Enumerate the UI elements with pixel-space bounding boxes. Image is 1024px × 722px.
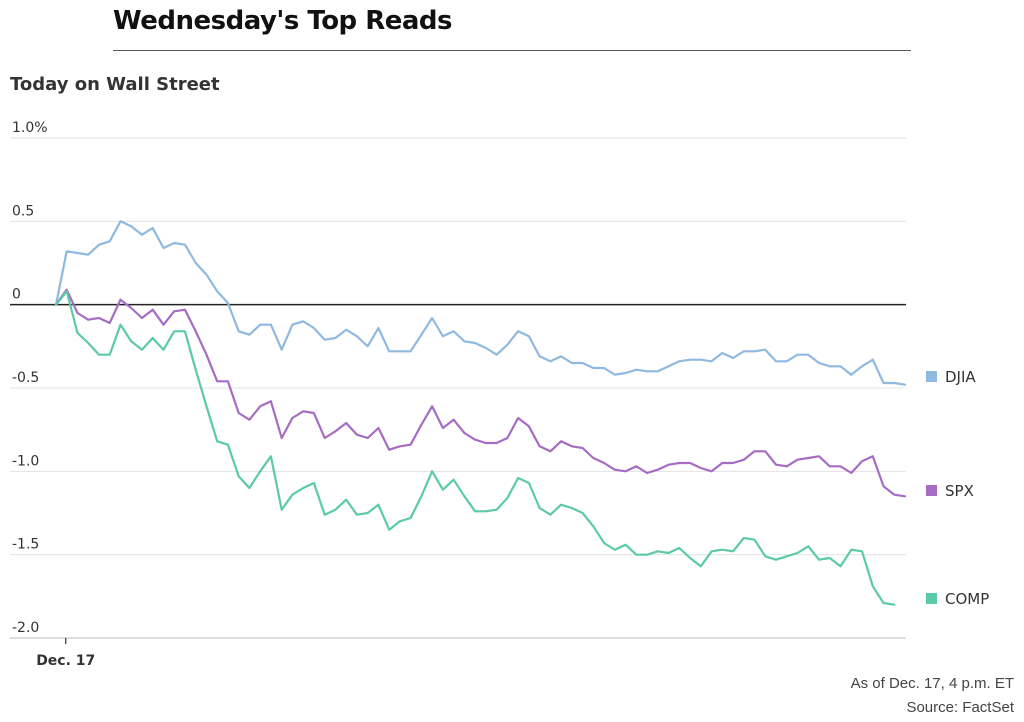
chart-title: Today on Wall Street <box>10 74 220 95</box>
legend-swatch-spx <box>926 485 937 496</box>
series-lines <box>54 220 907 606</box>
legend-label-spx: SPX <box>945 482 974 500</box>
headline: Wednesday's Top Reads <box>113 6 453 36</box>
legend-swatch-djia <box>926 371 937 382</box>
series-line-spx <box>54 288 907 498</box>
legend-swatch-comp <box>926 593 937 604</box>
axes: 1.0% 0.5 0 -0.5 -1.0 -1.5 -2.0 Dec. 17 <box>10 120 906 669</box>
headline-divider <box>113 50 911 51</box>
source-note: Source: FactSet <box>906 699 1014 716</box>
series-line-djia <box>54 220 907 386</box>
x-tick-label: Dec. 17 <box>36 653 95 669</box>
legend-label-comp: COMP <box>945 590 989 608</box>
y-tick-label: 1.0% <box>12 120 48 136</box>
y-tick-label: -1.0 <box>12 453 39 469</box>
y-tick-label: 0.5 <box>12 203 34 219</box>
y-tick-label: 0 <box>12 287 21 303</box>
legend-label-djia: DJIA <box>945 368 976 386</box>
y-tick-label: -1.5 <box>12 537 39 553</box>
y-tick-label: -0.5 <box>12 370 39 386</box>
gridlines <box>10 137 906 639</box>
y-tick-label: -2.0 <box>12 620 39 636</box>
as-of-note: As of Dec. 17, 4 p.m. ET <box>850 675 1014 692</box>
legend: DJIA SPX COMP <box>926 368 989 608</box>
series-line-comp <box>54 290 896 606</box>
